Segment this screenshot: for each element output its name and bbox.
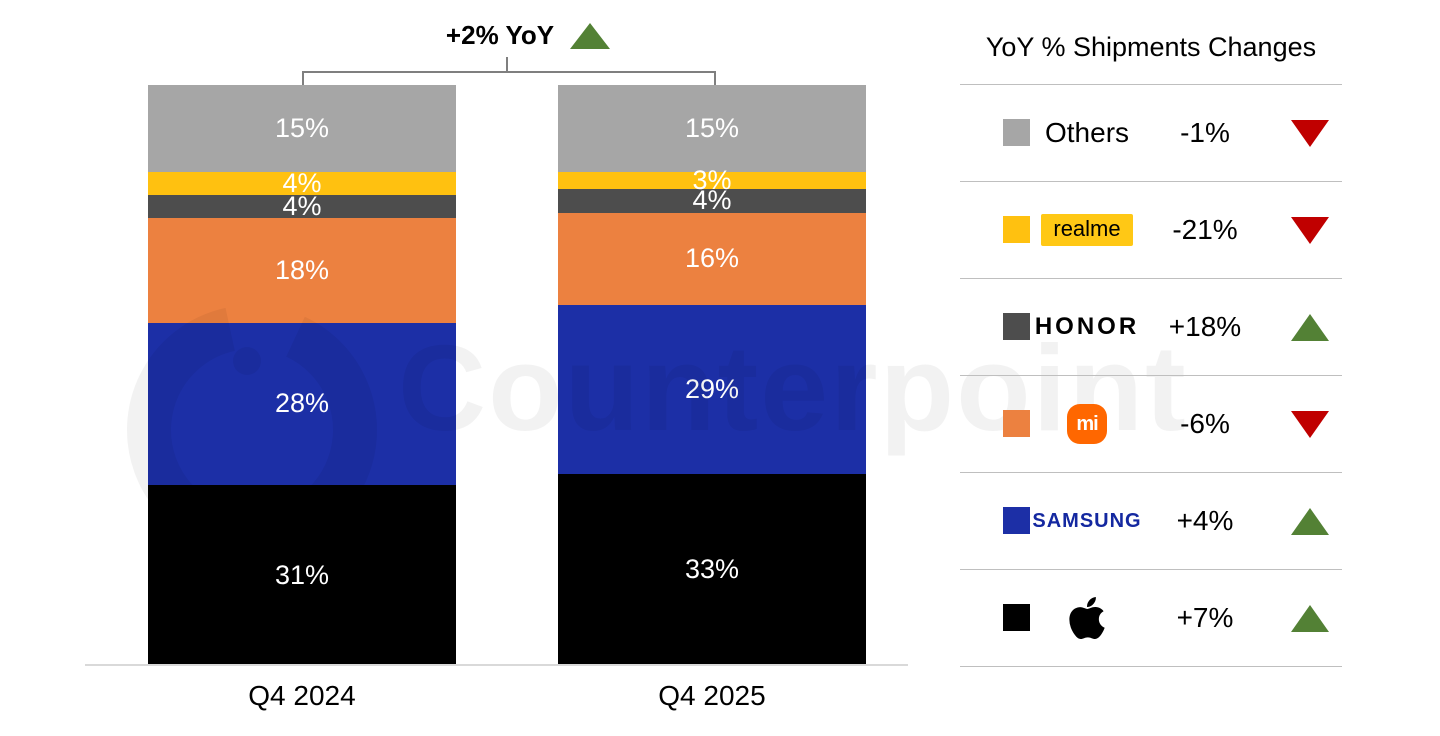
legend-row-honor: HONOR +18% [960, 279, 1342, 376]
xiaomi-change-value: -6% [1180, 408, 1230, 439]
bar-segment-samsung: 28% [148, 322, 456, 486]
bar-segment-honor: 4% [148, 191, 456, 222]
legend-row-others: Others -1% [960, 85, 1342, 182]
apple-change-value: +7% [1176, 602, 1234, 633]
segment-value-label: 4% [282, 191, 322, 222]
bar-segment-apple: 33% [558, 473, 866, 665]
honor-up-triangle-icon [1291, 313, 1329, 341]
legend-title: YoY % Shipments Changes [985, 32, 1317, 62]
segment-value-label: 28% [274, 388, 330, 419]
segment-value-label: 4% [692, 185, 732, 216]
bar-segment-realme: 3% [558, 167, 866, 194]
x-axis-label-q4-2024: Q4 2024 [248, 680, 356, 711]
stacked-bar-q4-2025: 15% 3% 4% 16% 29% 33% [558, 85, 866, 665]
apple-logo-icon [1069, 597, 1105, 639]
legend-row-realme: realme -21% [960, 182, 1342, 279]
bar-segment-apple: 31% [148, 485, 456, 665]
realme-change-value: -21% [1172, 214, 1238, 245]
xiaomi-mi-logo: mi [1067, 404, 1107, 444]
others-change-value: -1% [1180, 117, 1230, 148]
honor-change-value: +18% [1168, 311, 1242, 342]
xiaomi-swatch [1003, 410, 1030, 437]
apple-swatch [1003, 604, 1030, 631]
samsung-up-triangle-icon [1291, 507, 1329, 535]
stacked-bar-q4-2024: 15% 4% 4% 18% 28% 31% [148, 85, 456, 665]
segment-value-label: 33% [684, 553, 740, 584]
segment-value-label: 15% [684, 113, 740, 143]
others-down-triangle-icon [1291, 119, 1329, 147]
legend-panel: Others -1% realme -21% HONOR +18% mi -6% [960, 84, 1342, 667]
apple-up-triangle-icon [1291, 604, 1329, 632]
legend-row-apple: +7% [960, 570, 1342, 667]
bracket-stem [506, 57, 508, 72]
bar-segment-xiaomi: 18% [148, 218, 456, 323]
bar-segment-realme: 4% [148, 168, 456, 199]
xiaomi-down-triangle-icon [1291, 410, 1329, 438]
realme-down-triangle-icon [1291, 216, 1329, 244]
bar-segment-samsung: 29% [558, 305, 866, 474]
legend-row-xiaomi: mi -6% [960, 376, 1342, 473]
yoy-up-triangle-icon [570, 22, 611, 49]
segment-value-label: 4% [282, 168, 322, 199]
yoy-annotation: +2% YoY [398, 20, 658, 51]
bar-segment-others: 15% [148, 85, 456, 172]
samsung-logo: SAMSUNG [1032, 509, 1142, 532]
realme-logo: realme [1041, 214, 1133, 246]
segment-value-label: 29% [684, 373, 740, 404]
x-axis-label-q4-2025: Q4 2025 [658, 680, 766, 711]
segment-value-label: 16% [684, 243, 740, 274]
x-axis-line [85, 664, 908, 666]
samsung-change-value: +4% [1176, 505, 1234, 536]
segment-value-label: 31% [274, 559, 330, 590]
bar-segment-xiaomi: 16% [558, 212, 866, 306]
segment-value-label: 15% [274, 113, 330, 143]
honor-swatch [1003, 313, 1030, 340]
segment-value-label: 18% [274, 255, 330, 286]
yoy-annotation-label: +2% YoY [445, 20, 555, 50]
bar-segment-others: 15% [558, 85, 866, 172]
legend-row-samsung: SAMSUNG +4% [960, 473, 1342, 570]
segment-value-label: 3% [692, 165, 732, 196]
bracket-connector [302, 71, 716, 85]
realme-swatch [1003, 216, 1030, 243]
honor-logo: HONOR [1034, 313, 1140, 340]
others-label: Others [1044, 117, 1130, 148]
others-swatch [1003, 119, 1030, 146]
bar-segment-honor: 4% [558, 185, 866, 216]
samsung-swatch [1003, 507, 1030, 534]
